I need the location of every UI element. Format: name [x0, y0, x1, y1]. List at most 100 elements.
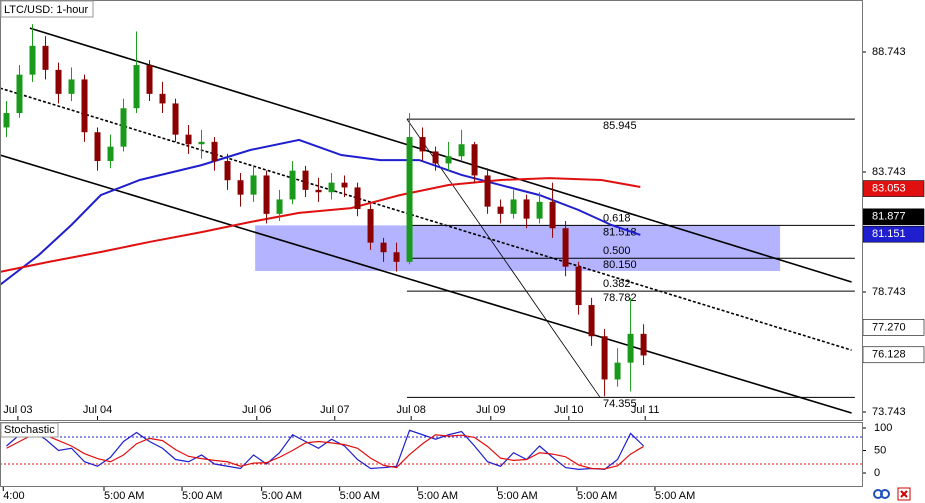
candle-body	[562, 228, 569, 267]
candle-body	[237, 180, 244, 195]
fib-price: 85.945	[603, 120, 637, 132]
candle-body	[601, 336, 608, 380]
date-label: Jul 07	[320, 404, 349, 416]
fib-price: 81.518	[603, 226, 637, 238]
candle-body	[3, 113, 10, 128]
stoch-tick-label: 50	[874, 444, 886, 456]
candle-body	[146, 65, 153, 94]
toolbar-icons	[873, 487, 911, 501]
trendline	[0, 87, 852, 351]
candle-body	[614, 362, 621, 380]
time-label: 5:00 AM	[418, 490, 458, 502]
candle-body	[549, 201, 556, 229]
fib-price: 80.150	[603, 259, 637, 271]
date-label: Jul 11	[631, 404, 660, 416]
candle-body	[172, 103, 179, 135]
stoch-tick-label: 100	[874, 422, 892, 434]
candle-body	[588, 305, 595, 337]
candle-body	[458, 144, 465, 157]
time-label: 4:00	[3, 490, 24, 502]
candle-body	[406, 137, 413, 262]
candle-body	[133, 65, 140, 109]
moving-average	[0, 177, 641, 273]
time-label: 5:00 AM	[497, 490, 537, 502]
candle-body	[354, 187, 361, 210]
y-tick-label: 73.743	[872, 406, 906, 418]
stoch-frame	[0, 422, 863, 487]
price-tag-label: 76.128	[872, 349, 906, 361]
stoch-line	[6, 429, 644, 471]
candle-body	[497, 206, 504, 214]
candle-body	[380, 242, 387, 253]
candle-body	[302, 170, 309, 190]
candle-body	[328, 182, 335, 193]
date-label: Jul 04	[83, 404, 112, 416]
main-frame	[0, 0, 863, 421]
fib-price: 78.782	[603, 292, 637, 304]
candle-body	[341, 182, 348, 188]
candle-body	[263, 175, 270, 214]
candle-body	[120, 108, 127, 147]
price-tag-label: 81.877	[872, 211, 906, 223]
candle-body	[640, 333, 647, 356]
stoch-tick-label: 0	[874, 467, 880, 479]
chart-title: LTC/USD: 1-hour	[4, 4, 88, 16]
candle-body	[445, 156, 452, 164]
candle-body	[393, 252, 400, 262]
candle-body	[16, 74, 23, 114]
link-icon-2	[880, 489, 890, 499]
date-label: Jul 08	[396, 404, 425, 416]
time-label: 5:00 AM	[577, 490, 617, 502]
trendline	[406, 118, 601, 398]
candle-body	[211, 141, 218, 162]
candle-body	[419, 137, 426, 152]
fib-ratio: 0.500	[603, 245, 631, 257]
candle-body	[81, 79, 88, 133]
y-tick-label: 88.743	[872, 46, 906, 58]
price-tag-label: 83.053	[872, 182, 906, 194]
candle-body	[250, 175, 257, 195]
candle-body	[471, 144, 478, 176]
candle-body	[198, 141, 205, 145]
stoch-line	[6, 434, 644, 470]
candle-body	[367, 209, 374, 243]
time-label: 5:00 AM	[655, 490, 695, 502]
candle-body	[627, 333, 634, 363]
candle-body	[289, 170, 296, 200]
fib-price: 74.355	[603, 398, 637, 410]
candle-body	[94, 132, 101, 162]
candle-body	[510, 199, 517, 214]
candle-body	[42, 45, 49, 70]
time-label: 5:00 AM	[104, 490, 144, 502]
time-label: 5:00 AM	[262, 490, 302, 502]
candle-body	[523, 199, 530, 219]
candle-body	[224, 161, 231, 181]
candle-body	[55, 69, 62, 94]
y-tick-label: 83.743	[872, 166, 906, 178]
trendline	[29, 27, 852, 283]
date-label: Jul 10	[554, 404, 583, 416]
candle-body	[107, 146, 114, 162]
date-label: Jul 09	[476, 404, 505, 416]
fib-ratio: 0.618	[603, 212, 631, 224]
y-tick-label: 78.743	[872, 286, 906, 298]
candle-body	[159, 93, 166, 104]
date-label: Jul 03	[3, 404, 32, 416]
stoch-title-box	[0, 422, 59, 438]
stoch-title: Stochastic	[4, 424, 55, 436]
candle-body	[315, 189, 322, 193]
time-label: 5:00 AM	[182, 490, 222, 502]
candle-body	[29, 45, 36, 75]
date-label: Jul 06	[242, 404, 271, 416]
candle-body	[536, 201, 543, 219]
trendline	[0, 154, 852, 414]
price-tag-label: 77.270	[872, 321, 906, 333]
candle-body	[68, 79, 75, 94]
candle-body	[575, 266, 582, 306]
candle-body	[484, 175, 491, 207]
candle-body	[432, 151, 439, 164]
title-box	[0, 0, 94, 18]
close-x	[900, 490, 908, 498]
candle-body	[276, 199, 283, 214]
